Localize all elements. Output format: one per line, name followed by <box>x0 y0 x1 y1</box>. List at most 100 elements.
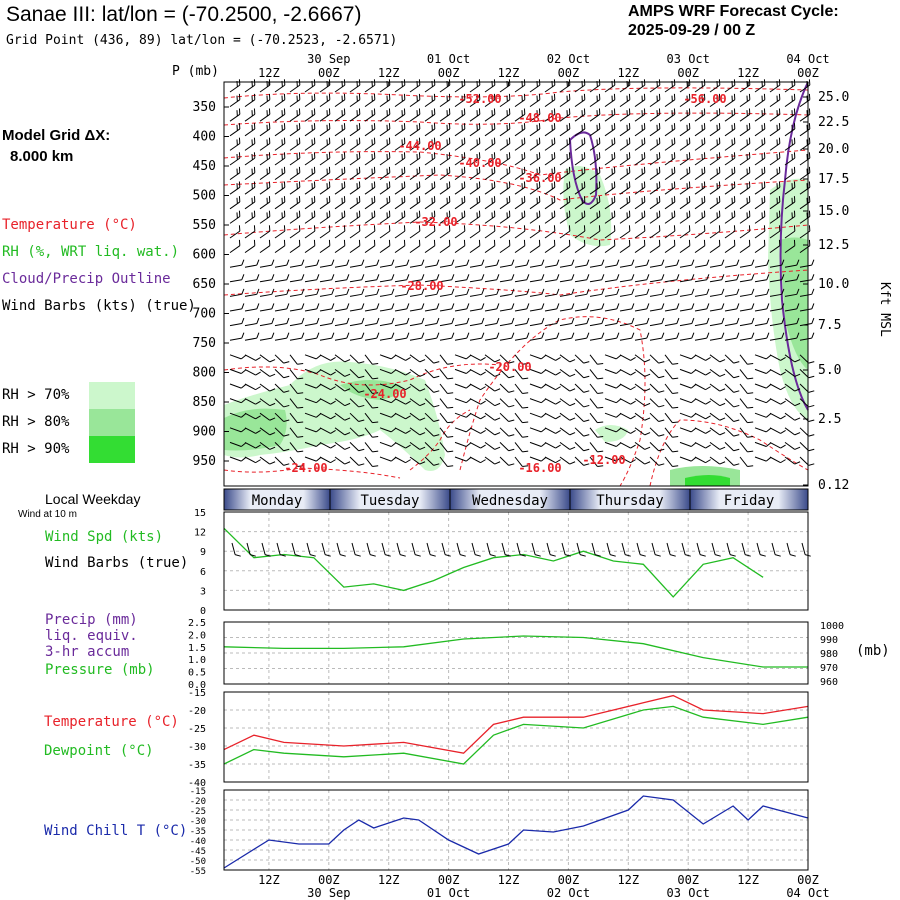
wind-barb <box>304 427 322 433</box>
wind-barb <box>724 181 736 195</box>
wind-barb <box>469 383 486 391</box>
wind-barb <box>739 369 754 380</box>
wind-barb <box>589 166 601 181</box>
wind-barb <box>709 123 721 137</box>
wind-barb <box>649 181 661 195</box>
wind-barb <box>289 456 304 467</box>
wind-barb <box>664 412 679 424</box>
wind-barb <box>574 317 590 327</box>
wind-barb <box>244 398 261 405</box>
wind-barb <box>694 456 711 464</box>
wind-barb <box>649 225 661 239</box>
wind-barb <box>619 239 631 254</box>
wind-barb <box>754 166 766 181</box>
wind-barb <box>694 181 706 195</box>
wind-barb <box>349 196 361 210</box>
surface-wind-barb <box>441 542 451 557</box>
temperature-contour-label: -28.00 <box>400 279 443 293</box>
wind-barb <box>274 412 290 423</box>
cycle-label: AMPS WRF Forecast Cycle: <box>628 3 839 20</box>
wind-barb <box>454 303 470 312</box>
wind-barb <box>244 274 260 283</box>
pressure-tick-label: 700 <box>193 307 216 322</box>
wind-barb <box>679 259 695 268</box>
panel-y-tick-label: 2.5 <box>188 618 206 629</box>
wind-barb <box>424 239 436 254</box>
wind-barb <box>379 412 397 418</box>
temperature-contour <box>223 112 809 126</box>
wind-barb <box>604 108 616 122</box>
panel-y-tick-label: -35 <box>188 760 206 771</box>
wind-barb <box>649 137 661 151</box>
wind-barb <box>619 441 636 449</box>
wind-barb <box>679 317 695 327</box>
wind-barb <box>394 383 411 391</box>
wind-barb <box>799 398 815 408</box>
wind-barb <box>304 196 316 210</box>
pressure-axis-unit: P (mb) <box>172 64 219 79</box>
wind-barb <box>304 166 316 181</box>
wind-barb <box>529 354 547 360</box>
wind-barb <box>694 152 706 166</box>
wind-barb <box>469 332 485 341</box>
wind-barb <box>679 181 691 195</box>
wind-barb <box>784 181 796 195</box>
wind-barb <box>754 108 766 122</box>
wind-barb <box>424 427 440 437</box>
wind-barb <box>349 259 365 268</box>
wind-barb <box>544 239 556 254</box>
wind-barb <box>499 398 515 408</box>
wind-barb <box>469 441 486 449</box>
temperature-contour <box>409 409 471 471</box>
wind-barb <box>319 225 331 239</box>
wind-barb <box>499 152 511 166</box>
wind-barb <box>634 354 651 363</box>
wind-barb <box>799 354 815 364</box>
wind-barb <box>499 93 511 108</box>
wind-barb <box>394 225 406 239</box>
wind-barb <box>469 303 485 312</box>
wind-barb <box>244 152 256 166</box>
wind-barb <box>274 152 286 166</box>
temperature-contour <box>223 174 809 201</box>
wind-barb <box>559 93 571 108</box>
temperature-contour <box>223 87 809 99</box>
wind-barb <box>544 79 556 93</box>
wind-barbs-label: Wind Barbs (true) <box>45 555 189 571</box>
wind-barb <box>769 441 786 449</box>
wind-barb <box>724 225 736 239</box>
wind-barb <box>709 93 721 108</box>
wind-barb <box>454 79 466 93</box>
wind-barb <box>604 239 616 254</box>
wind-barb <box>244 303 260 312</box>
wind-barb <box>364 412 379 424</box>
wind-barb <box>484 123 496 137</box>
wind-barb <box>529 368 547 374</box>
surface-wind-barb <box>351 542 361 557</box>
wind-barb <box>319 108 331 122</box>
panel-y-tick-label: 0.5 <box>188 668 206 679</box>
wind-barb <box>709 441 726 450</box>
wind-barb <box>664 123 676 137</box>
wind-barb <box>364 369 379 380</box>
wind-barb <box>544 332 560 341</box>
wind-barb <box>619 225 631 239</box>
wind-barb <box>394 303 410 312</box>
wind-barb <box>664 152 676 166</box>
wind-barb <box>784 225 796 239</box>
wind-barb <box>454 383 472 389</box>
wind-barb <box>259 398 276 407</box>
date-label-bottom: 01 Oct <box>427 886 470 900</box>
wind-barb <box>649 79 661 93</box>
wind-barb <box>364 123 376 137</box>
wind-barb <box>259 427 276 436</box>
wind-barb <box>394 93 406 108</box>
wind-barb <box>424 123 436 137</box>
wind-barb <box>634 317 650 327</box>
time-tick-label-bottom: 00Z <box>438 873 460 887</box>
wind-barb <box>259 332 275 341</box>
wind-barb <box>304 181 316 195</box>
wind-barb <box>739 166 751 181</box>
wind-barb <box>694 79 706 93</box>
wind-barb <box>259 303 275 312</box>
